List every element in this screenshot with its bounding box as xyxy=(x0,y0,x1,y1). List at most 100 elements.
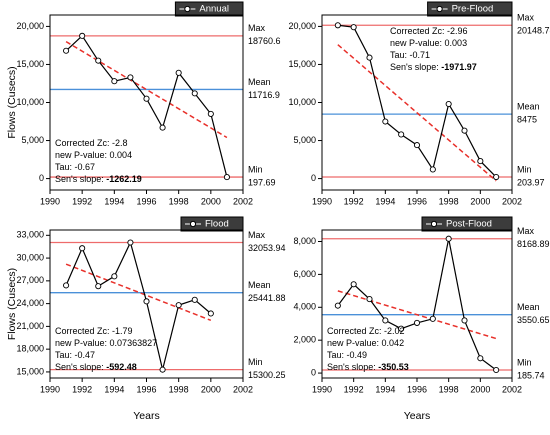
stat-label: new P-value: xyxy=(55,338,107,348)
stat-value: 0.042 xyxy=(382,338,405,348)
plot-frame xyxy=(321,229,513,379)
stat-line: Corrected Zc: -2.02 xyxy=(327,326,405,336)
stat-label: Corrected Zc: xyxy=(327,326,382,336)
stat-line: Sen's slope: -592.48 xyxy=(55,362,137,372)
x-tick-label: 1990 xyxy=(40,384,60,394)
x-tick-label: 1994 xyxy=(104,196,124,206)
data-point xyxy=(63,47,70,54)
stat-line: Sen's slope: -1971.97 xyxy=(390,62,477,72)
stat-label: Tau: xyxy=(327,350,344,360)
data-point xyxy=(79,245,86,252)
data-point xyxy=(398,325,405,332)
x-tick-label: 1996 xyxy=(136,196,156,206)
y-tick-label: 0 xyxy=(311,367,316,377)
stat-line: new P-value: 0.004 xyxy=(55,150,132,160)
legend-marker xyxy=(430,220,438,228)
stat-line: Tau: -0.67 xyxy=(55,162,95,172)
plot-frame xyxy=(321,14,513,191)
x-axis-label: Years xyxy=(133,410,159,422)
stat-line: new P-value: 0.003 xyxy=(390,38,467,48)
data-point xyxy=(350,24,357,31)
data-point xyxy=(127,239,134,246)
legend-label: Pre-Flood xyxy=(452,4,494,15)
x-tick-label: 1996 xyxy=(136,384,156,394)
stat-label: Sen's slope: xyxy=(55,174,104,184)
stat-value: -0.47 xyxy=(75,350,96,360)
x-tick-label: 1994 xyxy=(104,384,124,394)
reference-label: Min xyxy=(248,164,263,174)
stat-line: Corrected Zc: -1.79 xyxy=(55,326,133,336)
data-point xyxy=(366,54,373,61)
y-tick-label: 20,000 xyxy=(288,21,316,31)
legend-marker xyxy=(189,220,197,228)
legend-box xyxy=(427,1,513,17)
legend-label: Annual xyxy=(199,4,229,15)
reference-label: Mean xyxy=(517,101,540,111)
stat-label: Corrected Zc: xyxy=(55,326,110,336)
x-tick-label: 2000 xyxy=(470,384,490,394)
y-tick-label: 5,000 xyxy=(293,135,316,145)
legend-label: Post-Flood xyxy=(446,219,492,230)
reference-label: Min xyxy=(517,357,532,367)
data-point xyxy=(143,95,150,102)
legend-box xyxy=(174,1,244,17)
reference-value: 8168.89 xyxy=(517,239,550,249)
data-point xyxy=(159,124,166,131)
reference-value: 32053.94 xyxy=(248,243,286,253)
data-point xyxy=(445,235,452,242)
data-point xyxy=(63,282,70,289)
stat-line: new P-value: 0.07363827 xyxy=(55,338,157,348)
x-tick-label: 2002 xyxy=(233,384,253,394)
stat-value: 0.004 xyxy=(110,150,133,160)
x-tick-label: 2000 xyxy=(470,196,490,206)
trend-line xyxy=(65,40,228,139)
x-tick-label: 1992 xyxy=(72,196,92,206)
stat-value: -0.71 xyxy=(410,50,431,60)
stat-label: Corrected Zc: xyxy=(390,26,445,36)
legend-marker xyxy=(436,5,443,13)
reference-label: Mean xyxy=(248,77,271,87)
x-tick-label: 2002 xyxy=(502,384,522,394)
data-point xyxy=(159,366,166,373)
legend-label: Flood xyxy=(205,219,229,230)
stat-line: Corrected Zc: -2.96 xyxy=(390,26,468,36)
stat-value: 0.07363827 xyxy=(110,338,158,348)
y-tick-label: 10,000 xyxy=(288,97,316,107)
x-tick-label: 1994 xyxy=(375,384,395,394)
stat-value: -0.67 xyxy=(75,162,96,172)
x-tick-label: 1996 xyxy=(407,384,427,394)
data-point xyxy=(366,296,373,303)
y-tick-label: 10,000 xyxy=(16,97,44,107)
data-point xyxy=(95,283,102,290)
y-tick-label: 20,000 xyxy=(16,21,44,31)
data-point xyxy=(334,302,341,309)
stat-line: Corrected Zc: -2.8 xyxy=(55,138,128,148)
y-tick-label: 15,000 xyxy=(16,366,44,376)
x-tick-label: 2000 xyxy=(201,384,221,394)
data-point xyxy=(413,319,421,326)
x-tick-label: 1992 xyxy=(344,196,364,206)
y-tick-label: 0 xyxy=(39,173,44,183)
stat-line: Tau: -0.47 xyxy=(55,350,95,360)
reference-label: Max xyxy=(248,230,266,240)
x-tick-label: 1992 xyxy=(72,384,92,394)
x-tick-label: 2002 xyxy=(502,196,522,206)
stat-line: Tau: -0.71 xyxy=(390,50,430,60)
x-tick-label: 2000 xyxy=(201,196,221,206)
data-point xyxy=(493,173,500,181)
reference-label: Min xyxy=(517,164,532,174)
reference-value: 15300.25 xyxy=(248,370,286,380)
stat-value: -1262.19 xyxy=(106,174,142,184)
trend-line xyxy=(65,263,212,322)
legend-box xyxy=(421,216,513,232)
x-axis-label: Years xyxy=(404,410,430,422)
y-tick-label: 21,000 xyxy=(16,321,44,331)
reference-value: 25441.88 xyxy=(248,293,286,303)
reference-value: 11716.9 xyxy=(248,90,280,100)
y-tick-label: 6,000 xyxy=(293,269,316,279)
reference-label: Max xyxy=(517,226,535,236)
data-point xyxy=(111,78,118,85)
stat-label: Tau: xyxy=(390,50,407,60)
stat-value: -0.49 xyxy=(347,350,368,360)
